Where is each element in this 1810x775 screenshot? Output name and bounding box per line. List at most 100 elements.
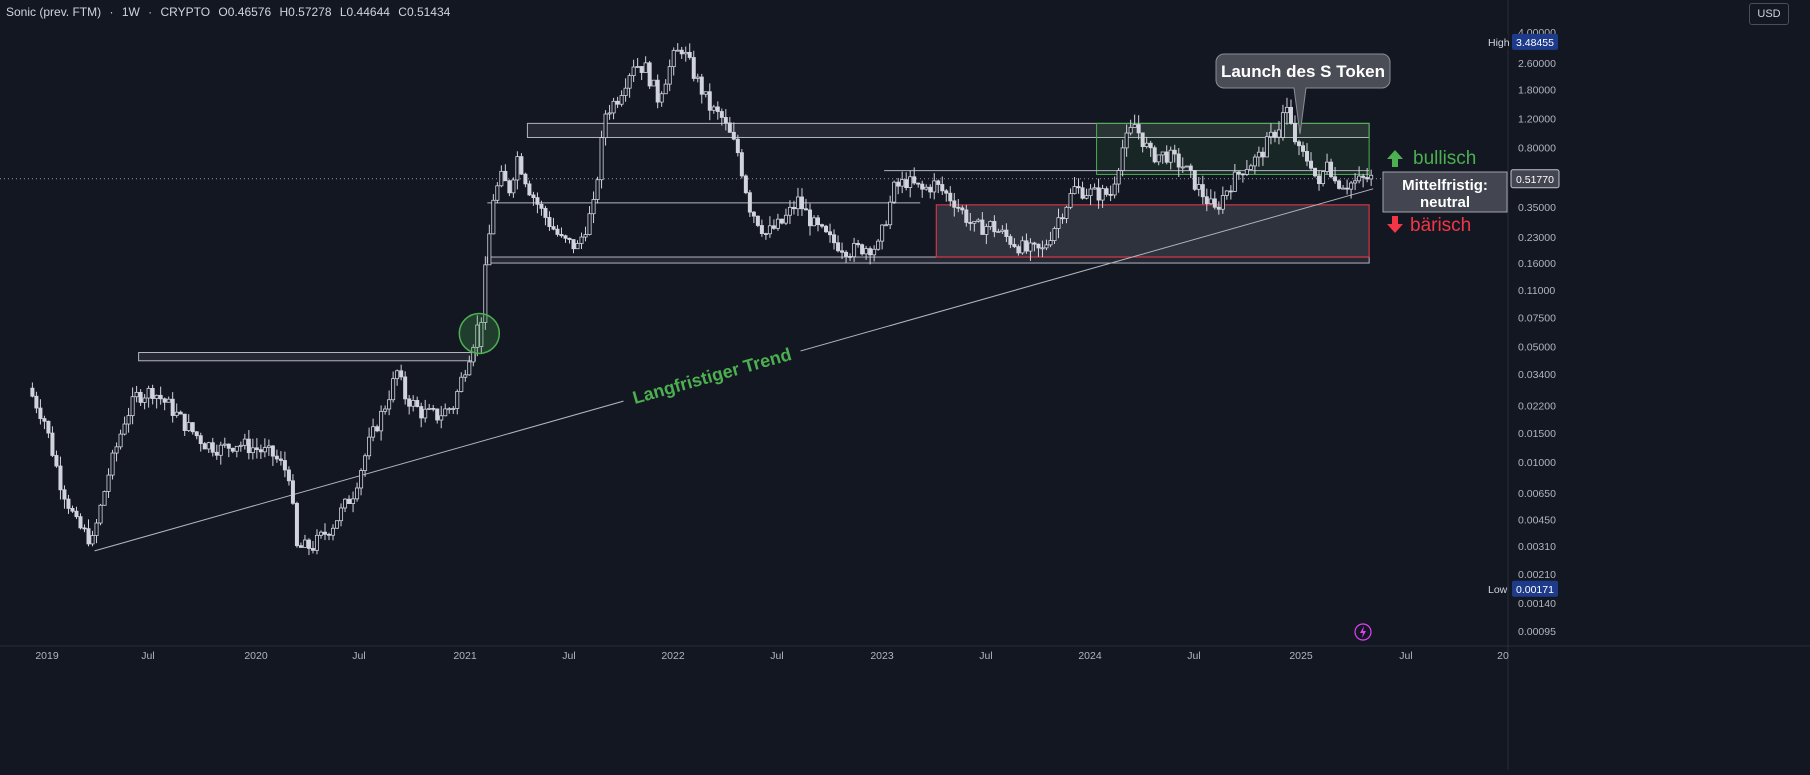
candle-body <box>1321 171 1326 185</box>
candle-body <box>1028 242 1033 252</box>
candle-body <box>86 528 91 545</box>
candle <box>1112 176 1117 199</box>
candle <box>956 199 961 213</box>
candle-body <box>924 186 929 190</box>
candle <box>952 193 957 217</box>
candle-body <box>1180 166 1185 169</box>
symbol-header[interactable]: Sonic (prev. FTM) · 1W · CRYPTO O0.46576… <box>6 5 455 19</box>
candle <box>1032 241 1037 252</box>
candle <box>1345 179 1350 195</box>
candle-body <box>158 394 163 400</box>
candle <box>182 413 187 436</box>
candle <box>1152 145 1157 164</box>
candle <box>791 200 796 215</box>
candle <box>270 445 275 466</box>
candle-body <box>1016 246 1021 254</box>
currency-button[interactable]: USD <box>1749 3 1789 25</box>
candle-body <box>1100 188 1105 201</box>
candle <box>759 219 764 237</box>
candle <box>142 394 147 410</box>
candle-body <box>832 234 837 244</box>
symbol-name[interactable]: Sonic (prev. FTM) <box>6 5 102 19</box>
candle <box>174 403 179 418</box>
candle <box>992 215 997 238</box>
candle <box>146 385 151 408</box>
candle-body <box>615 100 620 105</box>
candle-body <box>932 180 937 193</box>
candle <box>968 212 973 231</box>
candle <box>1072 177 1077 195</box>
candle <box>339 503 344 527</box>
candle <box>735 134 740 157</box>
candle <box>699 73 704 104</box>
candle <box>659 91 664 107</box>
candle <box>1012 238 1017 249</box>
candle <box>1325 153 1330 175</box>
candle <box>1064 205 1069 224</box>
candle <box>306 538 311 556</box>
candle <box>948 186 953 207</box>
interval-label[interactable]: 1W <box>121 5 140 19</box>
candle <box>811 215 816 227</box>
candle <box>206 441 211 454</box>
candle <box>1132 114 1137 128</box>
candle <box>322 523 327 541</box>
candle <box>451 406 456 414</box>
candle-body <box>607 112 612 115</box>
high-value: 3.48455 <box>1516 37 1554 49</box>
candle <box>314 529 319 555</box>
candle <box>1196 176 1201 197</box>
candle-body <box>1116 170 1121 185</box>
candle-body <box>1096 187 1101 201</box>
candle-body <box>1048 240 1053 246</box>
candle <box>1016 244 1021 256</box>
candle-body <box>1124 132 1129 149</box>
candle-body <box>1333 176 1338 182</box>
candle-body <box>984 226 989 235</box>
candle-body <box>1036 243 1041 249</box>
candle <box>1208 189 1213 205</box>
candle <box>126 407 131 433</box>
candle <box>387 390 392 416</box>
candle-body <box>198 435 203 445</box>
bearish-zone-zone <box>935 204 1370 258</box>
candle <box>892 180 897 204</box>
candle <box>82 524 87 533</box>
candle-body <box>218 444 223 456</box>
candle-body <box>310 548 315 551</box>
candle <box>178 410 183 415</box>
candle-body <box>1329 161 1334 178</box>
candle-body <box>964 209 969 223</box>
candle-body <box>667 66 672 85</box>
neutral-line-2: neutral <box>1420 194 1470 211</box>
time-tick: Jul <box>141 650 154 662</box>
candle-body <box>1232 171 1237 192</box>
candle <box>1172 144 1177 163</box>
candle-body <box>1212 198 1217 208</box>
candle <box>551 217 556 231</box>
candle-body <box>1288 106 1293 124</box>
candle-body <box>699 76 704 95</box>
candle <box>803 198 808 211</box>
candle <box>1100 184 1105 208</box>
candle <box>1228 185 1233 200</box>
candle-body <box>1200 184 1205 198</box>
candle-body <box>391 378 396 401</box>
candle-body <box>1208 198 1213 205</box>
candle-body <box>1313 167 1318 177</box>
high-tag-bg <box>1484 33 1508 50</box>
candle-body <box>250 447 255 454</box>
candle-body <box>603 113 608 139</box>
candle <box>427 403 432 411</box>
candle <box>844 250 849 263</box>
candle-body <box>379 410 384 432</box>
candle-body <box>230 447 235 452</box>
candle-body <box>1140 132 1145 147</box>
candle-body <box>170 398 175 416</box>
candle <box>331 524 336 541</box>
candle <box>318 530 323 539</box>
lightning-icon[interactable] <box>1354 623 1372 641</box>
candle-body <box>892 181 897 203</box>
